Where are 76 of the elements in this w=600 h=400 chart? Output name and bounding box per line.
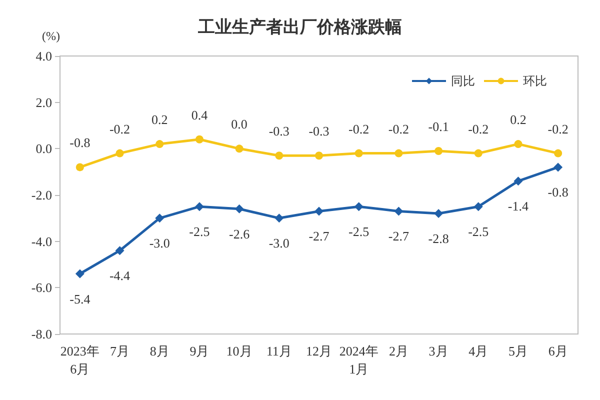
data-label: -2.6: [229, 226, 250, 242]
x-tick-label: 7月: [110, 344, 130, 358]
chart-title: 工业生产者出厂价格涨跌幅: [197, 18, 402, 38]
y-tick-label: 4.0: [36, 48, 52, 64]
point: [274, 214, 284, 223]
data-label: -0.2: [548, 121, 568, 136]
x-tick-label: 2月: [388, 344, 408, 358]
data-label: -2.5: [348, 224, 370, 240]
data-label: -0.1: [428, 118, 449, 134]
data-label: 0.2: [510, 112, 526, 128]
data-label: 0.0: [231, 116, 248, 132]
legend-label: 环比: [523, 74, 547, 88]
point: [434, 209, 444, 218]
point: [235, 144, 244, 153]
y-axis-title: (%): [42, 29, 60, 43]
legend-label: 同比: [451, 74, 475, 88]
data-label: -0.2: [109, 121, 130, 136]
point: [554, 149, 562, 158]
point: [314, 206, 324, 216]
point: [275, 152, 284, 160]
point: [554, 162, 563, 172]
x-tick-label: 4月: [468, 344, 488, 358]
data-label: -5.4: [70, 291, 91, 306]
data-label: -2.7: [308, 228, 330, 244]
point: [156, 140, 164, 148]
x-tick-label: 5月: [508, 344, 528, 358]
point: [75, 269, 84, 278]
point: [315, 152, 323, 160]
point: [195, 135, 204, 144]
point: [116, 149, 124, 158]
data-label: -0.8: [548, 184, 568, 200]
y-tick-label: 0.0: [36, 141, 52, 156]
point: [474, 202, 483, 212]
data-label: -0.2: [388, 121, 409, 136]
data-label: -0.8: [70, 135, 90, 150]
x-tick-label: 2024年 1月: [339, 344, 378, 376]
point: [155, 214, 164, 223]
data-label: -3.0: [268, 236, 290, 251]
x-tick-label: 12月: [306, 344, 332, 358]
x-tick-label: 10月: [226, 344, 252, 358]
point: [76, 163, 84, 172]
point: [234, 204, 244, 214]
point: [354, 202, 364, 212]
data-label: -0.3: [268, 124, 290, 139]
data-label: -2.7: [388, 228, 410, 244]
point: [115, 246, 124, 256]
y-tick-label: -2.0: [31, 188, 52, 202]
point: [394, 206, 404, 216]
data-label: -2.5: [468, 224, 489, 240]
y-tick-label: -4.0: [31, 234, 52, 249]
data-label: -1.4: [508, 198, 530, 214]
data-label: -3.0: [149, 236, 170, 251]
x-tick-label: 11月: [266, 344, 292, 358]
data-label: -0.2: [468, 121, 489, 136]
x-tick-label: 2023年 6月: [60, 344, 100, 376]
point: [394, 149, 403, 158]
data-label: 0.4: [191, 107, 208, 122]
y-tick-label: 2.0: [36, 94, 52, 110]
y-tick-label: -6.0: [31, 280, 52, 296]
data-label: -0.2: [348, 121, 370, 136]
point: [194, 202, 204, 212]
x-tick-label: 6月: [548, 344, 568, 358]
data-label: -2.8: [428, 231, 449, 246]
x-tick-label: 8月: [150, 344, 170, 358]
x-tick-label: 9月: [190, 344, 210, 358]
point: [474, 149, 482, 158]
data-label: -4.4: [109, 268, 131, 284]
y-tick-label: -8.0: [31, 326, 52, 342]
x-tick-label: 3月: [428, 344, 448, 358]
data-label: -2.5: [189, 224, 210, 240]
point: [434, 146, 443, 155]
point: [514, 176, 523, 186]
point: [354, 149, 363, 158]
point: [514, 140, 522, 148]
data-label: -0.3: [308, 124, 330, 139]
data-label: 0.2: [151, 112, 168, 128]
